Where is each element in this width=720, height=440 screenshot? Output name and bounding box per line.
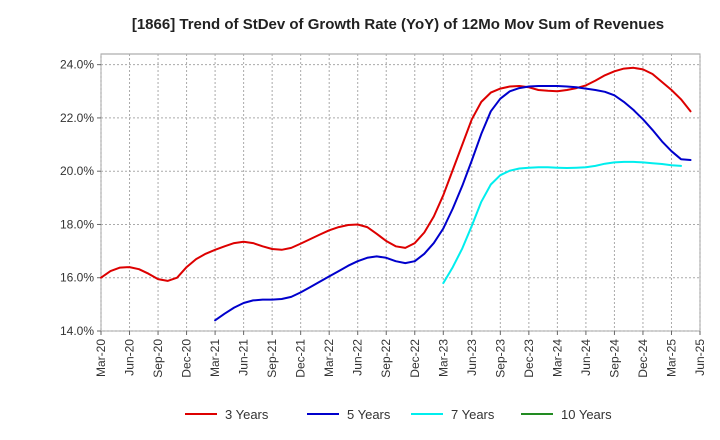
y-tick-label: 20.0% [60, 164, 94, 178]
y-tick-label: 14.0% [60, 324, 94, 338]
x-tick-label: Dec-22 [408, 339, 422, 378]
legend-label: 5 Years [347, 407, 391, 422]
chart-title: [1866] Trend of StDev of Growth Rate (Yo… [132, 16, 664, 33]
legend-item: 7 Years [411, 407, 495, 422]
x-tick-label: Jun-23 [465, 339, 479, 376]
x-tick-label: Sep-23 [493, 339, 507, 378]
x-tick-label: Dec-24 [636, 339, 650, 378]
legend: 3 Years 5 Years 7 Years 10 Years [185, 407, 612, 422]
x-tick-label: Dec-23 [522, 339, 536, 378]
legend-item: 3 Years [185, 407, 269, 422]
legend-label: 10 Years [561, 407, 612, 422]
x-tick-label: Dec-21 [294, 339, 308, 378]
y-tick-label: 18.0% [60, 217, 94, 231]
x-axis-ticks: Mar-20 Jun-20 Sep-20 Dec-20 Mar-21 Jun-21 Sep-… [94, 331, 707, 378]
x-tick-label: Mar-21 [208, 339, 222, 377]
y-axis-ticks: 14.0% 16.0% 18.0% 20.0% 22.0% 24.0% [60, 58, 101, 338]
y-tick-label: 22.0% [60, 111, 94, 125]
series-line-7-years [442, 160, 682, 285]
x-tick-label: Sep-22 [379, 339, 393, 378]
x-tick-label: Mar-23 [436, 339, 450, 377]
legend-label: 7 Years [451, 407, 495, 422]
legend-label: 3 Years [225, 407, 269, 422]
x-tick-label: Dec-20 [180, 339, 194, 378]
x-tick-label: Mar-25 [664, 339, 678, 377]
legend-item: 5 Years [307, 407, 391, 422]
y-tick-label: 24.0% [60, 58, 94, 72]
plot-area [100, 53, 701, 332]
x-tick-label: Jun-20 [123, 339, 137, 376]
series-line-3-years [100, 66, 692, 282]
x-tick-label: Jun-25 [693, 339, 707, 376]
x-tick-label: Mar-24 [550, 339, 564, 377]
x-tick-label: Sep-20 [151, 339, 165, 378]
x-tick-label: Jun-21 [237, 339, 251, 376]
x-tick-label: Jun-24 [579, 339, 593, 376]
x-tick-label: Mar-22 [322, 339, 336, 377]
series-lines [100, 66, 692, 322]
y-tick-label: 16.0% [60, 271, 94, 285]
x-tick-label: Sep-21 [265, 339, 279, 378]
series-line-5-years [214, 85, 692, 322]
legend-item: 10 Years [521, 407, 612, 422]
x-tick-label: Mar-20 [94, 339, 108, 377]
x-tick-label: Sep-24 [607, 339, 621, 378]
x-tick-label: Jun-22 [351, 339, 365, 376]
